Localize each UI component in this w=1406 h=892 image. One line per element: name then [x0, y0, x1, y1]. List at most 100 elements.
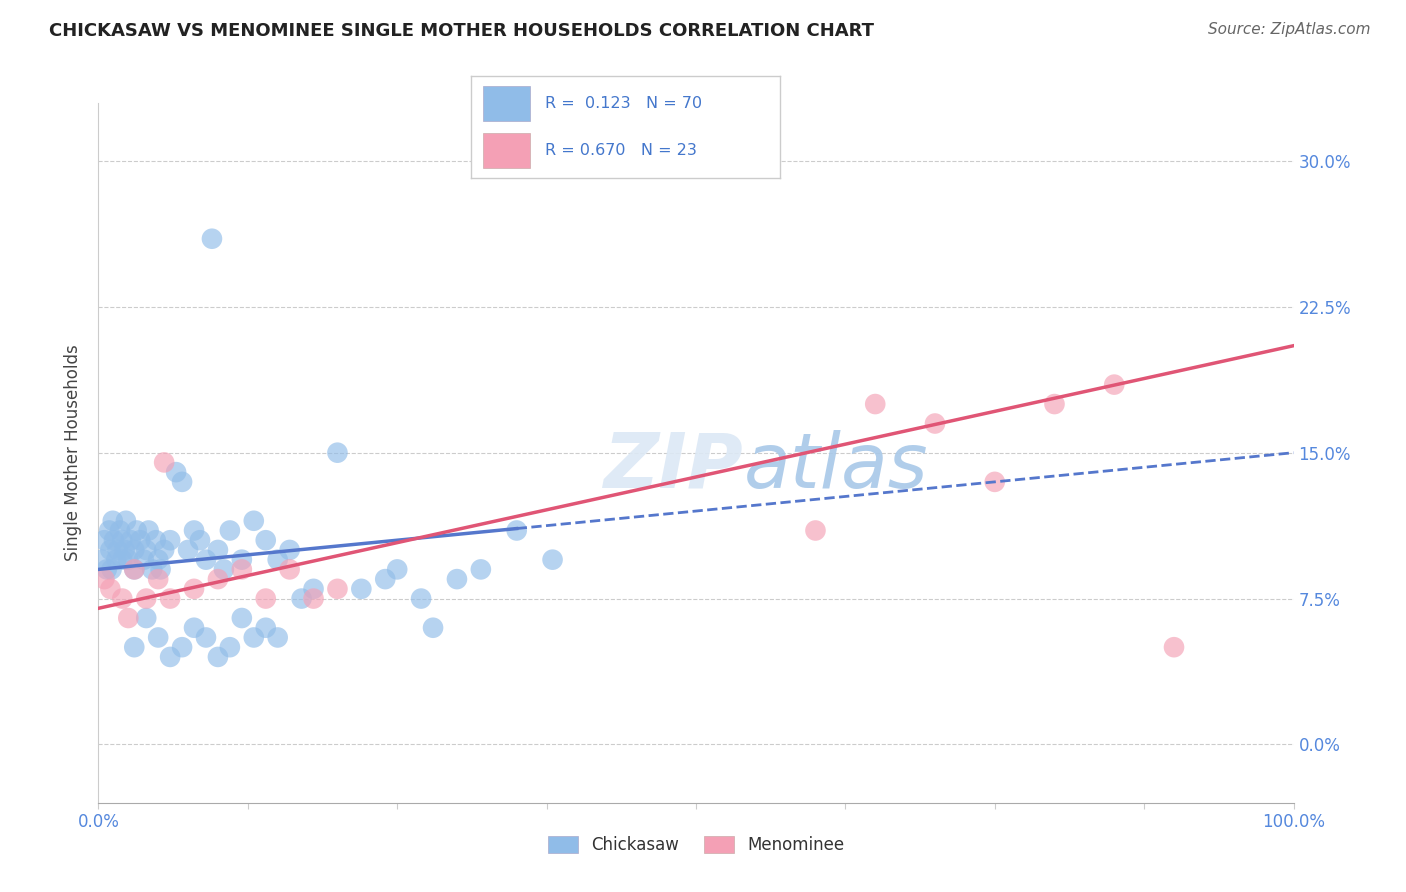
Point — [212, 562, 235, 576]
Point — [117, 552, 139, 566]
Point — [188, 533, 211, 548]
Legend: Chickasaw, Menominee: Chickasaw, Menominee — [541, 830, 851, 861]
Point — [153, 543, 176, 558]
Point — [145, 533, 167, 548]
Point — [111, 533, 134, 548]
Point — [278, 562, 301, 576]
Point — [984, 475, 1007, 489]
Text: R =  0.123   N = 70: R = 0.123 N = 70 — [546, 96, 703, 111]
Point — [207, 543, 229, 558]
Text: ZIP: ZIP — [605, 430, 744, 504]
Point — [124, 640, 146, 655]
Point — [108, 524, 131, 538]
Point — [243, 514, 266, 528]
Point — [138, 524, 160, 538]
Point — [159, 591, 181, 606]
Point — [172, 475, 194, 489]
Point — [422, 621, 444, 635]
Point — [177, 543, 200, 558]
Point — [231, 611, 253, 625]
Point — [159, 649, 181, 664]
Point — [114, 543, 136, 558]
Point — [302, 591, 325, 606]
Point — [1043, 397, 1066, 411]
Point — [243, 631, 266, 645]
Point — [153, 455, 176, 469]
Point — [125, 524, 148, 538]
Point — [91, 552, 114, 566]
Point — [149, 562, 172, 576]
Point — [924, 417, 946, 431]
Point — [124, 562, 146, 576]
Point — [105, 552, 128, 566]
Point — [254, 533, 277, 548]
Bar — [484, 133, 530, 168]
Point — [101, 514, 124, 528]
Point — [1163, 640, 1185, 655]
Point — [148, 572, 170, 586]
Point — [172, 640, 194, 655]
Point — [804, 524, 827, 538]
Point — [183, 621, 205, 635]
Point — [96, 562, 118, 576]
Point — [219, 524, 242, 538]
Point — [111, 591, 134, 606]
Point — [865, 397, 887, 411]
Point — [219, 640, 242, 655]
Point — [326, 582, 349, 596]
Text: CHICKASAW VS MENOMINEE SINGLE MOTHER HOUSEHOLDS CORRELATION CHART: CHICKASAW VS MENOMINEE SINGLE MOTHER HOU… — [49, 22, 875, 40]
Point — [135, 611, 157, 625]
Point — [159, 533, 181, 548]
Point — [1104, 377, 1126, 392]
Point — [302, 582, 325, 596]
Point — [267, 631, 290, 645]
Point — [506, 524, 529, 538]
Point — [132, 552, 155, 566]
Point — [278, 543, 301, 558]
Point — [411, 591, 433, 606]
Point — [124, 562, 146, 576]
Point — [254, 621, 277, 635]
Point — [148, 552, 170, 566]
Text: atlas: atlas — [744, 430, 928, 504]
Bar — [484, 87, 530, 121]
Point — [201, 232, 224, 246]
Point — [120, 533, 142, 548]
Point — [183, 524, 205, 538]
Point — [207, 649, 229, 664]
Point — [98, 543, 122, 558]
Point — [350, 582, 373, 596]
Point — [135, 591, 157, 606]
Point — [446, 572, 468, 586]
Point — [148, 631, 170, 645]
Point — [254, 591, 277, 606]
Point — [93, 533, 115, 548]
Point — [115, 514, 138, 528]
Point — [326, 446, 349, 460]
Point — [195, 631, 218, 645]
Point — [207, 572, 229, 586]
Y-axis label: Single Mother Households: Single Mother Households — [65, 344, 83, 561]
Point — [291, 591, 314, 606]
Point — [98, 524, 121, 538]
Point — [107, 543, 129, 558]
Point — [117, 611, 139, 625]
Point — [195, 552, 218, 566]
Text: Source: ZipAtlas.com: Source: ZipAtlas.com — [1208, 22, 1371, 37]
Point — [135, 543, 157, 558]
Point — [124, 543, 146, 558]
Point — [541, 552, 564, 566]
Point — [100, 562, 122, 576]
Point — [267, 552, 290, 566]
Point — [231, 552, 253, 566]
Point — [129, 533, 152, 548]
Point — [103, 533, 125, 548]
Point — [93, 572, 115, 586]
Point — [385, 562, 409, 576]
Point — [231, 562, 253, 576]
Point — [183, 582, 205, 596]
Point — [111, 552, 134, 566]
Point — [98, 582, 122, 596]
Point — [165, 465, 187, 479]
Text: R = 0.670   N = 23: R = 0.670 N = 23 — [546, 144, 697, 158]
